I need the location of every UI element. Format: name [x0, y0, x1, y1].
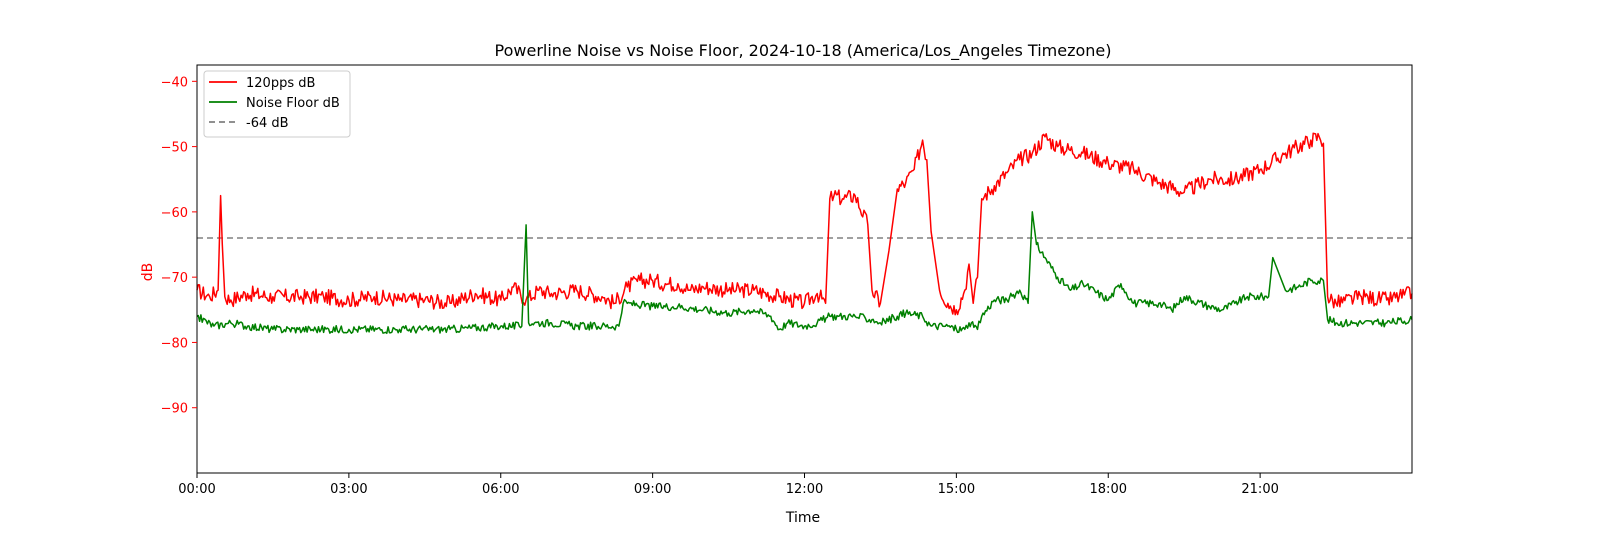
legend: 120pps dB Noise Floor dB -64 dB — [203, 70, 351, 138]
x-tick-label: 18:00 — [1090, 482, 1127, 497]
y-tick-label: −60 — [161, 206, 188, 221]
x-tick-label: 00:00 — [178, 482, 215, 497]
legend-label: 120pps dB — [246, 76, 315, 91]
x-tick-label: 09:00 — [634, 482, 671, 497]
x-tick-label: 12:00 — [786, 482, 823, 497]
y-tick-label: −40 — [161, 75, 188, 90]
x-tick-label: 15:00 — [938, 482, 975, 497]
axes-frame — [196, 64, 1413, 474]
y-tick-label: −80 — [161, 336, 188, 351]
chart-title: Powerline Noise vs Noise Floor, 2024-10-… — [495, 41, 1112, 61]
y-tick-label: −50 — [161, 141, 188, 156]
plot-area — [196, 132, 1413, 335]
y-axis-label: dB — [140, 263, 156, 282]
legend-label: -64 dB — [246, 116, 289, 131]
x-tick-label: 03:00 — [330, 482, 367, 497]
legend-label: Noise Floor dB — [246, 96, 340, 111]
series-line-120pps-db — [196, 132, 1413, 316]
legend-box — [203, 70, 351, 138]
y-tick-label: −70 — [161, 271, 188, 286]
y-tick-label: −90 — [161, 402, 188, 417]
x-tick-label: 06:00 — [482, 482, 519, 497]
x-axis-label: Time — [785, 510, 820, 526]
axes: 00:00 03:00 06:00 09:00 12:00 15:00 18:00 21:00… — [161, 64, 1413, 497]
x-tick-label: 21:00 — [1241, 482, 1278, 497]
series-line-noise-floor-db — [196, 211, 1413, 335]
